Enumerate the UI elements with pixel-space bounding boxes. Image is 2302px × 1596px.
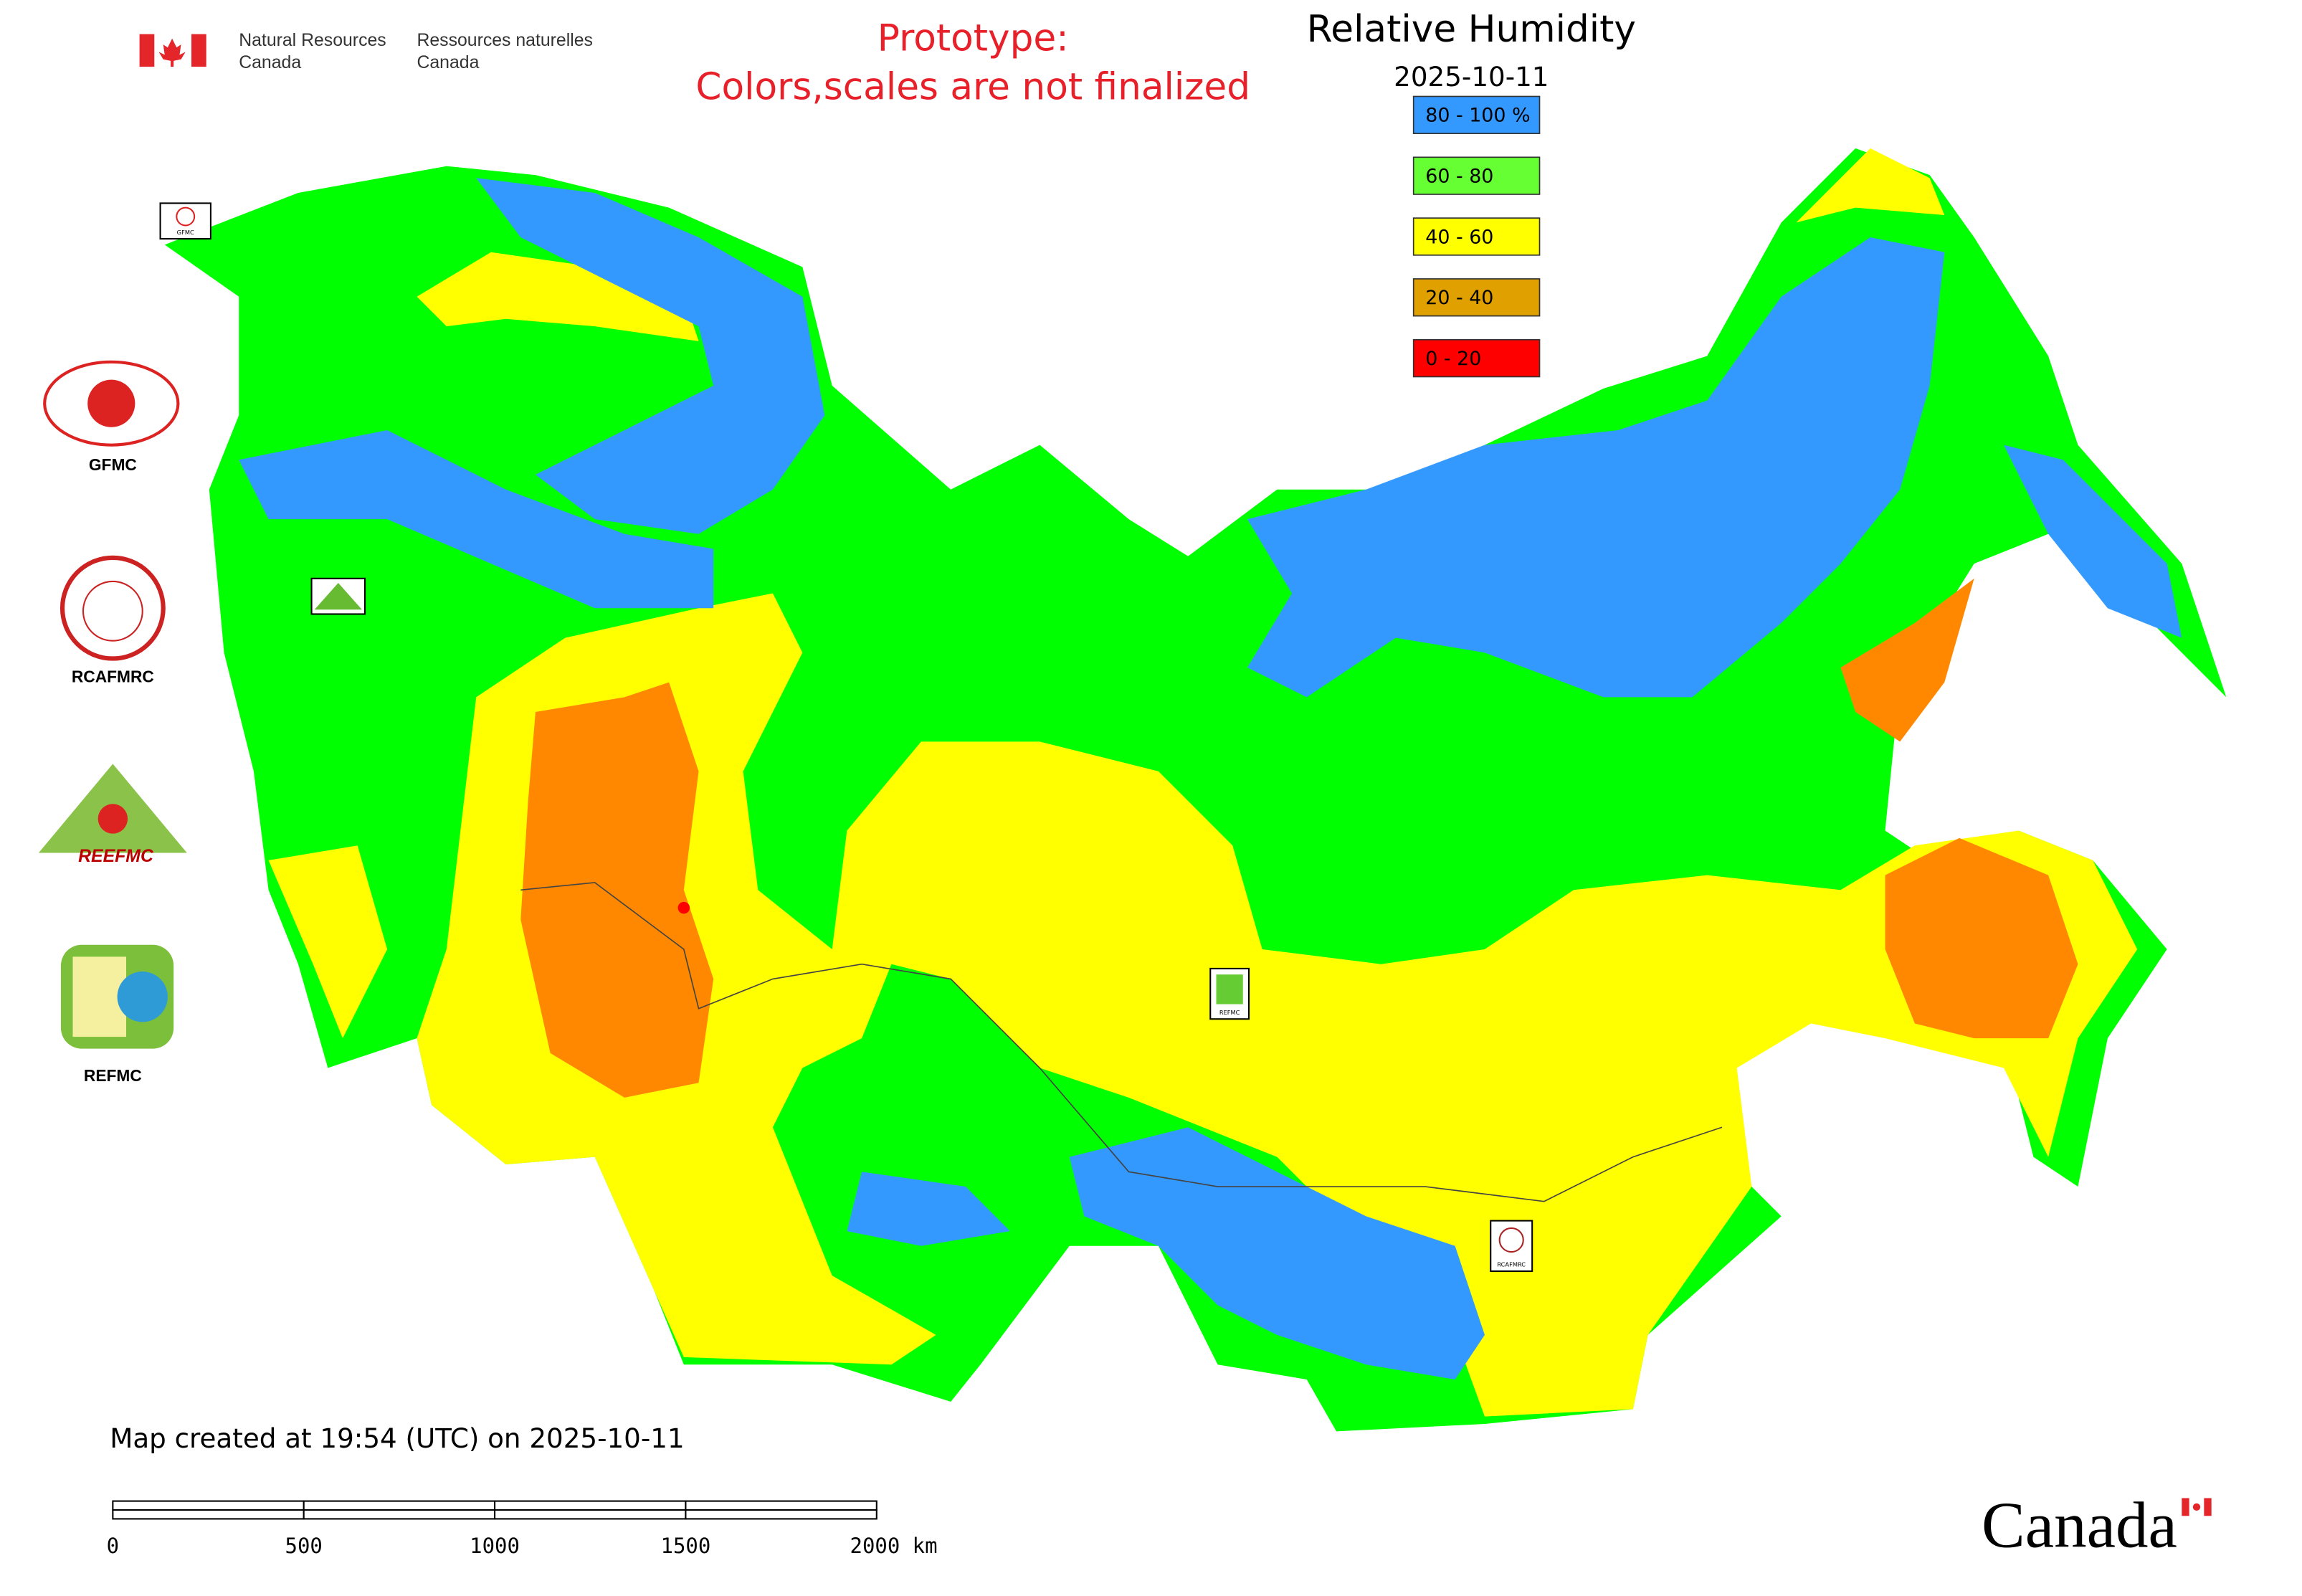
scale-segment (112, 1500, 305, 1511)
legend-swatch (1412, 278, 1541, 317)
legend-swatch (1412, 95, 1541, 135)
scale-segment (494, 1500, 687, 1511)
legend-title: Relative Humidity (1307, 8, 1636, 51)
wordmark: Canada (1982, 1489, 2177, 1562)
legend-swatch (1412, 156, 1541, 195)
partner-label: RCAFMRC (72, 668, 154, 686)
area-blue (476, 178, 825, 534)
scale-segment (685, 1500, 877, 1511)
scale-segment (494, 1509, 687, 1520)
marker-label: GFMC (177, 229, 194, 236)
partner-label: REEFMC (78, 847, 154, 866)
scale-segment (303, 1509, 496, 1520)
refmc-logo (117, 972, 168, 1022)
scale-label: 1500 (661, 1534, 711, 1558)
marker-icon (314, 583, 362, 610)
flag-band (191, 34, 206, 67)
legend-label: 60 - 80 (1425, 165, 1493, 187)
department-fr: Ressources naturelles (417, 31, 592, 50)
marker-icon (1498, 1227, 1524, 1253)
marker-icon (176, 206, 196, 227)
reefmc-logo (97, 804, 128, 834)
area-yellow (1796, 148, 1945, 223)
area-yellow (417, 252, 699, 341)
partner-label: GFMC (89, 455, 137, 474)
nrcan-signature: Natural Resources Canada Ressources natu… (139, 31, 593, 72)
map-markers: GFMC REFMC RCAFMRC (159, 202, 1533, 1272)
department-en: Canada (239, 53, 301, 72)
legend-label: 20 - 40 (1425, 287, 1493, 309)
wordmark-flag (2204, 1498, 2212, 1516)
marker-label: RCAFMRC (1497, 1261, 1526, 1268)
partner-logos: GFMC RCAFMRC REEFMC REFMC (38, 360, 187, 1085)
marker-box (159, 202, 211, 240)
prototype-notice: Colors,scales are not finalized (695, 66, 1250, 109)
legend-date: 2025-10-11 (1394, 61, 1549, 92)
wordmark-flag (2192, 1503, 2201, 1511)
area-orange (520, 682, 714, 1098)
area-orange (1840, 578, 1974, 742)
legend-label: 0 - 20 (1425, 348, 1481, 370)
gfmc-logo (87, 379, 135, 427)
area-orange (1885, 837, 2078, 1039)
humidity-map (164, 148, 2227, 1432)
area-blue (1247, 237, 1945, 698)
area-blue (239, 429, 714, 609)
prototype-notice: Prototype: (877, 16, 1069, 60)
scale-label: 2000 km (850, 1534, 938, 1558)
country-border (520, 882, 1723, 1202)
wordmark-flag (2182, 1498, 2189, 1516)
scale-segment (112, 1509, 305, 1520)
area-yellow (268, 845, 388, 1039)
area-yellow (417, 593, 2138, 1417)
scale-label: 1000 (470, 1534, 520, 1558)
canada-wordmark: Canada (1982, 1489, 2212, 1562)
legend: Relative Humidity 2025-10-11 80 - 100 % 6… (1307, 8, 1636, 378)
legend-label: 40 - 60 (1425, 226, 1493, 248)
area-blue (1069, 1127, 1485, 1379)
rcafmrc-logo (60, 555, 166, 661)
scale-segment (303, 1500, 496, 1511)
area-blue (2004, 445, 2182, 638)
area-red (677, 901, 690, 914)
legend-swatch (1412, 338, 1541, 378)
marker-icon (1216, 974, 1243, 1004)
creation-note: Map created at 19:54 (UTC) on 2025-10-11 (110, 1422, 684, 1454)
scale-label: 500 (285, 1534, 323, 1558)
scale-segment (685, 1509, 877, 1520)
flag-band (139, 34, 155, 67)
department-en: Natural Resources (239, 31, 386, 50)
gfmc-logo (43, 360, 180, 447)
department-fr: Canada (417, 53, 479, 72)
marker-label: REFMC (1219, 1009, 1240, 1016)
rcafmrc-logo (82, 580, 143, 642)
marker-box (1490, 1220, 1533, 1272)
legend-swatch (1412, 217, 1541, 256)
partner-label: REFMC (84, 1066, 142, 1085)
maple-leaf (158, 38, 186, 67)
legend-label: 80 - 100 % (1425, 105, 1530, 127)
scale-label: 0 (107, 1534, 119, 1558)
scale-bar: 0 500 1000 1500 2000 km (107, 1500, 938, 1558)
